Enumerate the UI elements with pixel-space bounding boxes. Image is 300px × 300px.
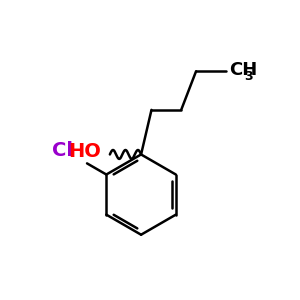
Text: HO: HO bbox=[68, 142, 101, 161]
Text: CH: CH bbox=[229, 61, 257, 79]
Text: Cl: Cl bbox=[52, 140, 73, 160]
Text: 3: 3 bbox=[244, 70, 253, 83]
